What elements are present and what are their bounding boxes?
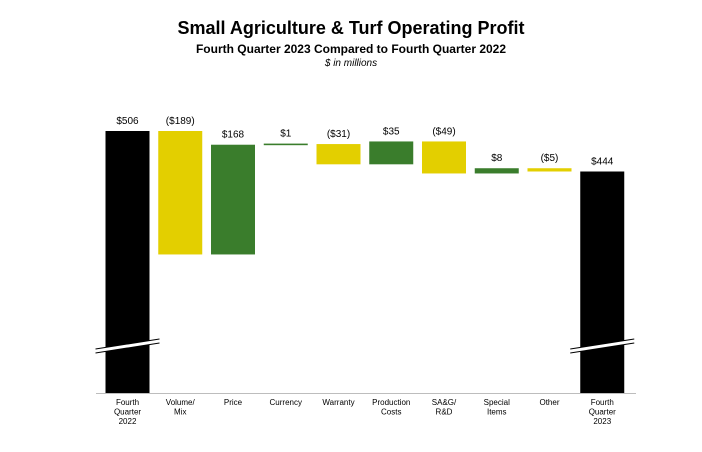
bar-4 bbox=[316, 144, 361, 165]
category-label-0-1: Quarter bbox=[114, 408, 141, 417]
category-label-6-1: R&D bbox=[436, 408, 453, 417]
axis-break-line-top-9 bbox=[570, 338, 635, 350]
axis-break-line-bottom-9 bbox=[570, 342, 635, 354]
bar-9 bbox=[580, 171, 625, 393]
data-label-5: $35 bbox=[383, 126, 400, 137]
category-label-8-0: Other bbox=[539, 398, 559, 407]
category-label-9-2: 2023 bbox=[593, 417, 611, 426]
data-label-2: $168 bbox=[222, 130, 245, 141]
bar-7 bbox=[474, 168, 519, 174]
bar-5 bbox=[369, 141, 414, 165]
category-label-3-0: Currency bbox=[270, 398, 302, 407]
category-label-7-1: Items bbox=[487, 408, 507, 417]
category-label-5-1: Costs bbox=[381, 408, 401, 417]
chart-title: Small Agriculture & Turf Operating Profi… bbox=[177, 18, 525, 38]
data-label-4: ($31) bbox=[327, 129, 350, 140]
bar-6 bbox=[422, 141, 466, 174]
chart-subtitle: Fourth Quarter 2023 Compared to Fourth Q… bbox=[195, 42, 507, 56]
category-label-0-0: Fourth bbox=[116, 398, 139, 407]
data-label-7: $8 bbox=[491, 153, 503, 164]
category-label-0-2: 2022 bbox=[119, 417, 137, 426]
category-label-1-1: Mix bbox=[174, 408, 186, 417]
axis-break-line-top-0 bbox=[95, 338, 160, 350]
category-label-5-0: Production bbox=[372, 398, 410, 407]
unit-note: $ in millions bbox=[324, 58, 378, 69]
axis-break-gap-9 bbox=[570, 339, 635, 353]
data-label-9: $444 bbox=[591, 157, 614, 168]
data-label-8: ($5) bbox=[541, 153, 559, 164]
axis-break-gap-0 bbox=[95, 339, 160, 353]
data-label-6: ($49) bbox=[432, 126, 455, 137]
data-label-0: $506 bbox=[116, 116, 139, 127]
axis-break-line-bottom-0 bbox=[95, 342, 160, 354]
bar-3 bbox=[263, 143, 308, 146]
category-label-1-0: Volume/ bbox=[166, 398, 196, 407]
bar-2 bbox=[211, 144, 255, 255]
category-label-6-0: SA&G/ bbox=[432, 398, 457, 407]
bar-8 bbox=[527, 168, 572, 172]
data-label-3: $1 bbox=[280, 129, 292, 140]
category-label-9-1: Quarter bbox=[589, 408, 616, 417]
bar-1 bbox=[158, 131, 203, 255]
category-label-2-0: Price bbox=[224, 398, 243, 407]
category-label-9-0: Fourth bbox=[591, 398, 614, 407]
category-label-7-0: Special bbox=[484, 398, 510, 407]
bar-0 bbox=[105, 131, 150, 393]
data-label-1: ($189) bbox=[166, 116, 195, 127]
category-label-4-0: Warranty bbox=[322, 398, 354, 407]
